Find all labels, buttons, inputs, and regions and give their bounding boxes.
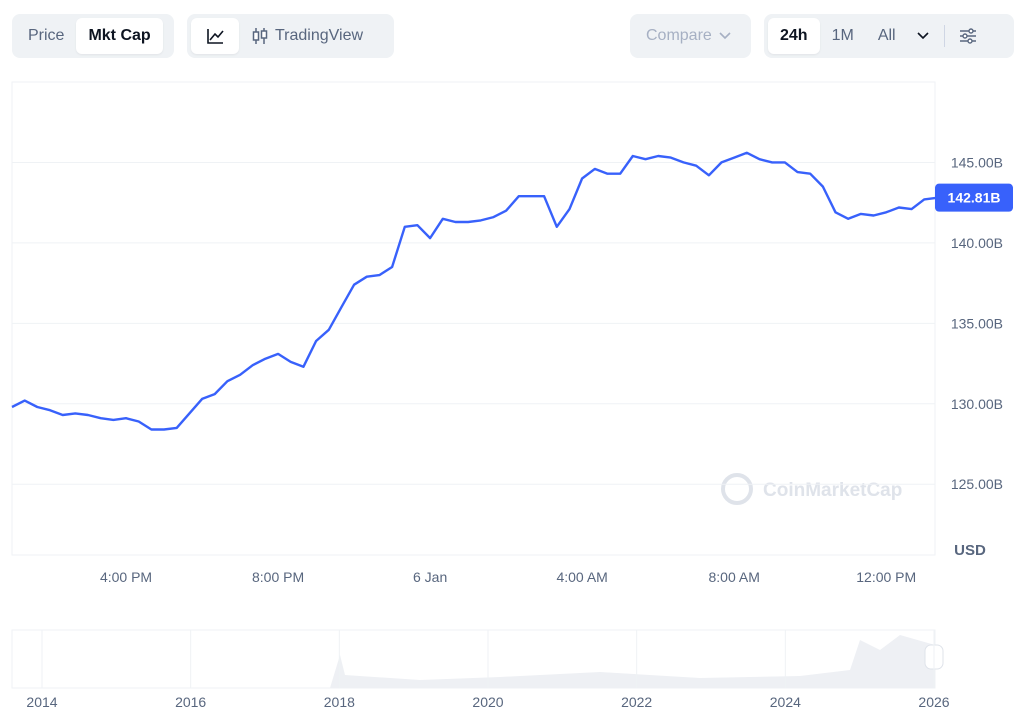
- compare-label: Compare: [646, 27, 712, 44]
- x-tick-label: 4:00 PM: [100, 569, 152, 585]
- current-value-label: 142.81B: [948, 190, 1001, 206]
- watermark-text: CoinMarketCap: [763, 480, 902, 501]
- navigator-label: 2016: [175, 694, 206, 710]
- navigator-label: 2020: [472, 694, 503, 710]
- navigator-label: 2014: [26, 694, 57, 710]
- watermark: CoinMarketCap: [721, 473, 902, 505]
- navigator: [11, 629, 944, 689]
- settings-button[interactable]: [951, 18, 985, 54]
- x-tick-label: 4:00 AM: [556, 569, 607, 585]
- x-tick-label: 6 Jan: [413, 569, 447, 585]
- y-tick-label: 145.00B: [951, 154, 1003, 170]
- x-tick-label: 12:00 PM: [856, 569, 916, 585]
- compare-dropdown[interactable]: Compare: [630, 14, 751, 58]
- range-toggle: 24h 1M All: [764, 14, 1014, 58]
- unit-label: USD: [954, 542, 986, 559]
- settings-icon: [959, 28, 976, 44]
- navigator-label: 2018: [324, 694, 355, 710]
- chart-style-toggle: TradingView: [187, 14, 394, 58]
- chevron: [917, 32, 929, 40]
- compare-button[interactable]: Compare: [634, 18, 744, 54]
- line-chart-button[interactable]: [191, 18, 239, 54]
- divider: [943, 25, 945, 47]
- y-tick-label: 135.00B: [951, 315, 1003, 331]
- navigator-label: 2024: [770, 694, 801, 710]
- metric-toggle: Price Mkt Cap: [12, 14, 174, 58]
- y-tick-label: 130.00B: [951, 396, 1003, 412]
- candle-icon: [252, 28, 268, 44]
- tradingview-label: TradingView: [275, 27, 364, 44]
- line-icon: [207, 29, 224, 44]
- range-24h[interactable]: 24h: [768, 18, 820, 54]
- range-more[interactable]: [908, 18, 938, 54]
- x-tick-label: 8:00 AM: [709, 569, 760, 585]
- y-tick-label: 125.00B: [951, 476, 1003, 492]
- x-tick-label: 8:00 PM: [252, 569, 304, 585]
- price-button[interactable]: Price: [28, 27, 65, 44]
- navigator-area: [12, 635, 935, 688]
- current-value-badge: [935, 183, 1013, 212]
- plot-frame: [11, 81, 936, 556]
- range-all[interactable]: All: [877, 27, 896, 44]
- tradingview-button[interactable]: TradingView: [239, 18, 375, 54]
- chevron: [719, 32, 731, 40]
- range-1m[interactable]: 1M: [831, 27, 854, 44]
- mkt-cap-button[interactable]: Mkt Cap: [76, 18, 163, 54]
- watermark-logo: [721, 473, 753, 505]
- navigator-label: 2026: [918, 694, 949, 710]
- price-line: [11, 151, 938, 431]
- y-tick-label: 140.00B: [951, 235, 1003, 251]
- navigator-label: 2022: [621, 694, 652, 710]
